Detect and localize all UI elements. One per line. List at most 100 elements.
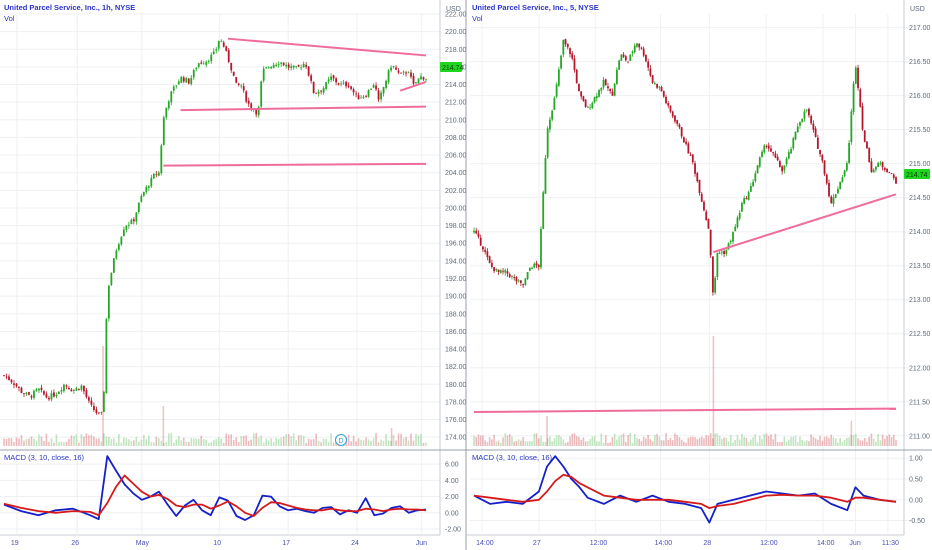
left-candle-body — [280, 62, 283, 64]
right-candle-body — [508, 274, 511, 278]
dividend-event-marker[interactable]: D — [335, 434, 347, 446]
right-candle-body — [850, 111, 853, 143]
right-candle-body — [615, 69, 618, 84]
right-candle-body — [602, 80, 605, 88]
left-candle-body — [367, 90, 370, 97]
right-candle-body — [821, 154, 824, 161]
right-candle-body — [676, 120, 679, 124]
left-volume-bar — [407, 440, 410, 446]
left-price-tag-text: 214.74 — [442, 65, 464, 72]
left-candle-body — [112, 258, 115, 273]
right-volume-bar — [848, 437, 850, 446]
right-candle-body — [830, 196, 833, 203]
dividend-event-letter: D — [339, 438, 344, 445]
left-candle-body — [265, 67, 268, 68]
left-candle-body — [132, 219, 135, 222]
left-candle-body — [147, 186, 150, 188]
left-volume-bar — [225, 433, 228, 446]
left-volume-bar — [310, 439, 312, 446]
left-volume-bar — [118, 433, 120, 446]
right-volume-bar — [884, 438, 886, 446]
left-volume-bar — [420, 433, 422, 446]
left-time-tick: Jun — [416, 540, 427, 547]
left-candle-body — [310, 75, 313, 81]
left-volume-bar — [245, 435, 248, 446]
left-volume-bar — [5, 438, 8, 446]
right-volume-bar — [542, 441, 545, 446]
left-candle-body — [345, 81, 347, 87]
left-price-tick: 180.00 — [445, 382, 467, 389]
right-candle-body — [828, 183, 830, 197]
right-macd-signal-line — [473, 473, 897, 510]
right-volume-bar — [580, 439, 582, 446]
right-trendlines — [473, 193, 897, 413]
left-volume-bar — [265, 438, 267, 446]
right-volume-bar — [763, 434, 766, 446]
right-candle-body — [725, 250, 728, 254]
left-volume-bar — [95, 438, 98, 446]
right-candle-body — [517, 280, 520, 282]
left-volume-bar — [190, 437, 193, 446]
left-volume-bar — [185, 441, 188, 446]
left-candle-body — [162, 117, 165, 146]
left-volume-bar — [235, 437, 238, 446]
right-volume-bar — [890, 437, 893, 446]
right-candle-body — [823, 160, 826, 175]
left-candle-body — [347, 85, 350, 87]
left-candle-body — [422, 77, 425, 80]
right-volume-bar — [665, 433, 667, 446]
left-volume-bar — [307, 438, 310, 446]
right-time-tick: 14:00 — [655, 540, 673, 547]
right-volume-bar — [776, 442, 779, 446]
left-volume-bar — [177, 436, 180, 446]
left-volume-bar — [322, 438, 325, 446]
left-volume-bar — [160, 440, 163, 446]
right-volume-bar — [692, 436, 694, 446]
right-volume-bar — [491, 439, 493, 446]
right-volume-bar — [799, 436, 801, 446]
right-candle-body — [863, 130, 866, 142]
left-candle-body — [267, 67, 270, 69]
left-candle-body — [200, 62, 203, 64]
left-candle-body — [277, 64, 280, 65]
left-candle-body — [270, 66, 273, 69]
left-candle-body — [257, 106, 260, 116]
right-volume-bar — [767, 435, 770, 446]
right-price-tag: 214.74 — [904, 169, 930, 179]
right-volume-bar — [620, 434, 623, 446]
left-macd-tick: 2.00 — [445, 494, 459, 501]
left-candle-body — [117, 244, 120, 250]
right-volume-bar — [687, 437, 690, 446]
right-candle-body — [566, 43, 569, 48]
left-volume-bar — [135, 436, 138, 446]
right-candle-body — [888, 172, 891, 174]
right-volume-bar — [812, 436, 815, 446]
left-candle-body — [405, 72, 407, 74]
right-candle-body — [868, 147, 871, 163]
left-candle-body — [417, 78, 420, 84]
right-volume-bar — [627, 435, 629, 446]
right-volume-bar — [752, 437, 754, 446]
right-candle-body — [747, 192, 750, 200]
right-candle-body — [667, 103, 670, 106]
left-time-tick: 24 — [351, 540, 359, 547]
right-candle-body — [645, 54, 647, 62]
right-volume-bar — [875, 441, 877, 446]
right-candle-body — [872, 169, 875, 173]
right-volume-bar — [667, 439, 670, 446]
right-candle-body — [756, 165, 759, 174]
right-candle-body — [573, 58, 576, 71]
left-volume-bar — [312, 439, 315, 446]
right-candle-body — [513, 277, 516, 278]
right-candle-body — [738, 212, 741, 219]
right-candle-body — [834, 194, 837, 198]
left-candle-body — [335, 78, 338, 83]
right-candle-body — [488, 256, 491, 263]
right-macd-label: MACD (3, 10, close, 16) — [472, 453, 553, 462]
right-candle-body — [698, 179, 701, 193]
left-macd-lines — [3, 455, 427, 521]
right-candle-body — [685, 141, 688, 144]
left-candle-body — [135, 212, 138, 222]
right-price-tick: 216.50 — [909, 59, 931, 66]
left-volume-bar — [110, 438, 113, 446]
